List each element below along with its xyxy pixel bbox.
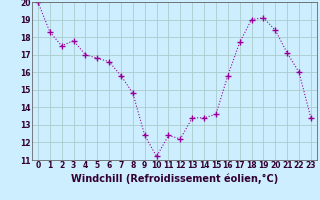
X-axis label: Windchill (Refroidissement éolien,°C): Windchill (Refroidissement éolien,°C): [71, 173, 278, 184]
